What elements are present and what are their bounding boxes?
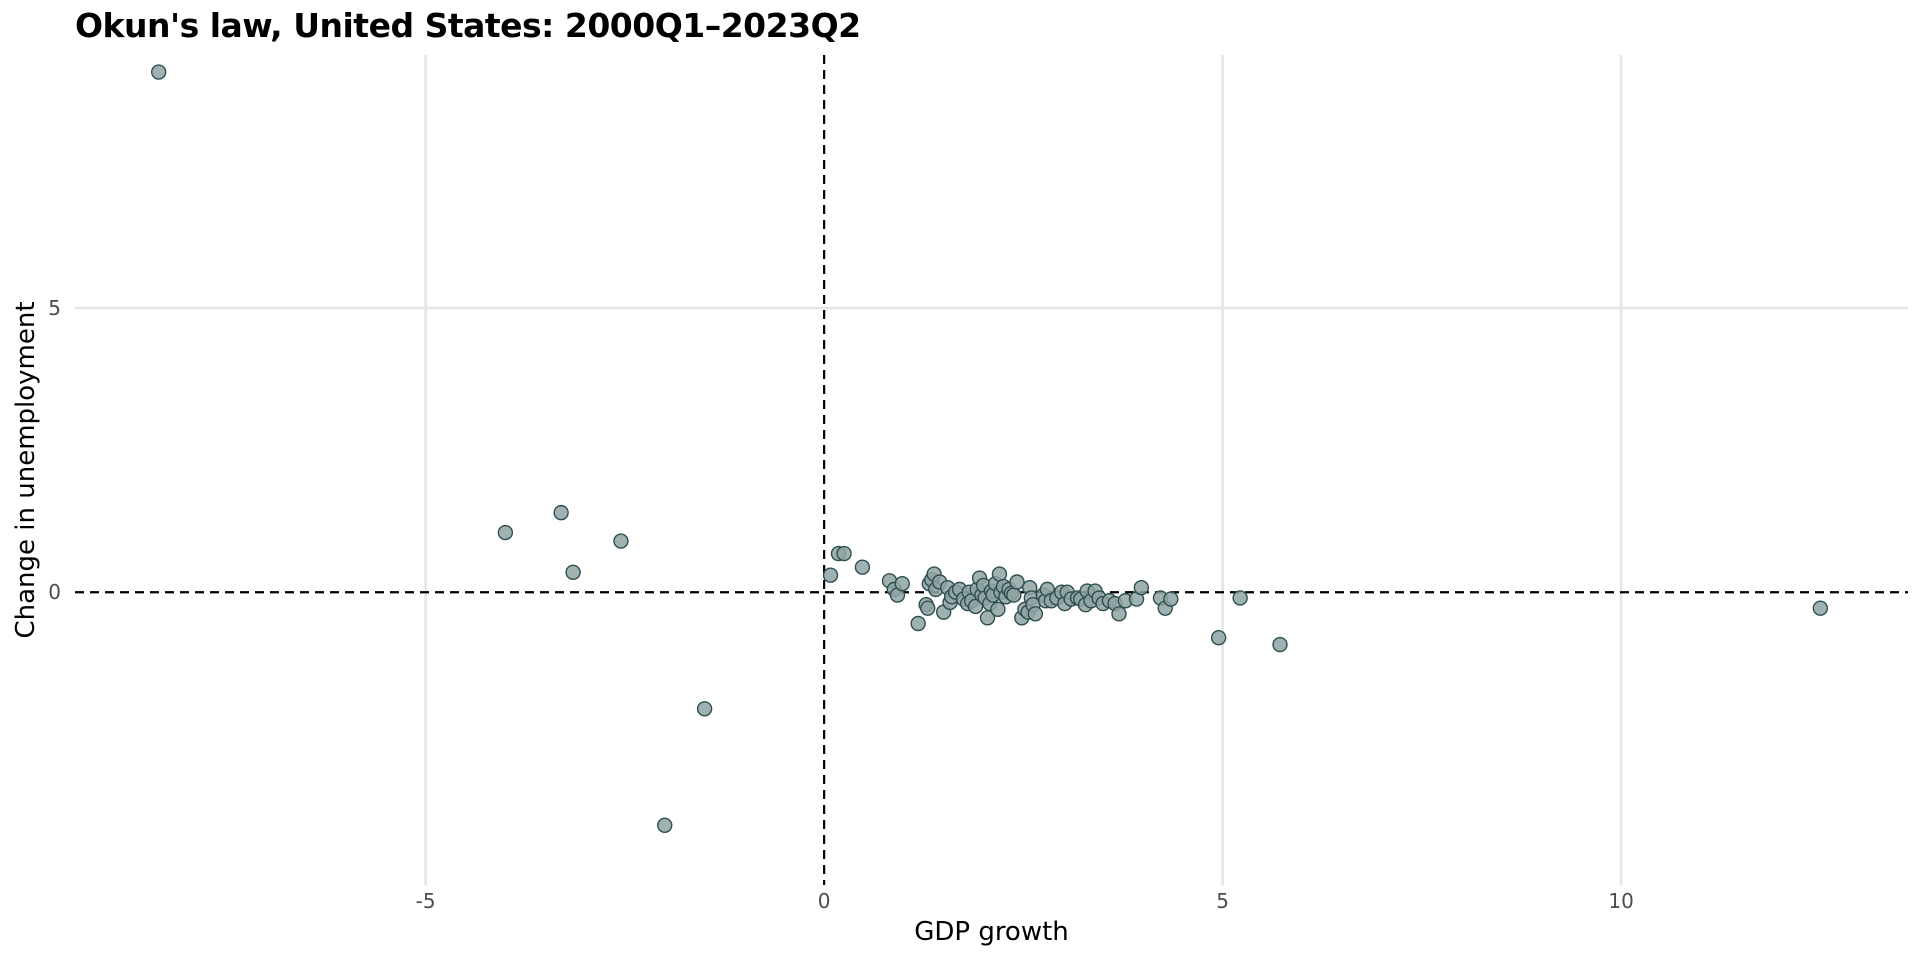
data-point xyxy=(497,524,514,541)
data-point xyxy=(613,533,629,549)
data-point xyxy=(1210,630,1227,646)
data-point xyxy=(920,600,936,616)
data-point xyxy=(990,601,1006,617)
gridlines xyxy=(75,55,1908,885)
tick-labels: -5 0 5 10 0 5 xyxy=(48,296,1634,913)
data-point xyxy=(1133,579,1150,596)
y-tick-label: 5 xyxy=(48,296,61,320)
data-point xyxy=(1111,606,1127,622)
x-tick-label: -5 xyxy=(416,889,436,913)
data-point xyxy=(910,615,926,632)
data-point xyxy=(1006,587,1022,603)
data-points xyxy=(150,64,1829,834)
reference-lines xyxy=(75,55,1908,885)
data-point xyxy=(822,567,839,583)
data-point xyxy=(696,701,713,717)
data-point xyxy=(1272,636,1288,653)
data-point xyxy=(1163,591,1179,607)
data-point xyxy=(565,564,581,581)
y-axis-label: Change in unemployment xyxy=(11,301,41,638)
data-point xyxy=(854,559,871,575)
x-tick-label: 0 xyxy=(818,889,831,913)
data-point xyxy=(894,575,910,592)
x-axis-label: GDP growth xyxy=(914,917,1069,947)
chart-title: Okun's law, United States: 2000Q1–2023Q2 xyxy=(75,6,861,45)
x-tick-label: 5 xyxy=(1216,889,1229,913)
data-point xyxy=(657,817,673,834)
data-point xyxy=(836,545,852,562)
data-point xyxy=(553,504,569,521)
data-point xyxy=(1232,590,1248,606)
x-tick-label: 10 xyxy=(1608,889,1633,913)
data-point xyxy=(1812,600,1829,616)
data-point xyxy=(150,64,167,80)
y-tick-label: 0 xyxy=(48,580,61,604)
data-point xyxy=(1009,574,1025,590)
data-point xyxy=(967,598,984,615)
data-point xyxy=(1027,606,1044,622)
